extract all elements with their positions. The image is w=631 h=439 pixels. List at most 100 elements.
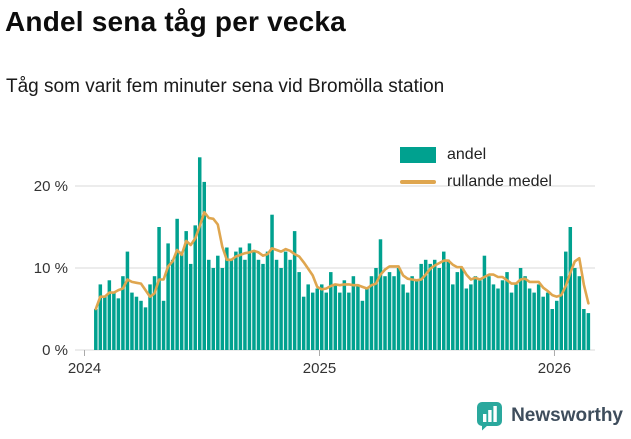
legend-line-swatch	[400, 180, 436, 184]
bar	[536, 284, 541, 350]
bar	[554, 300, 559, 350]
bar	[586, 313, 591, 350]
bar	[220, 268, 225, 350]
bar	[478, 280, 482, 350]
bar	[464, 288, 469, 350]
page-title: Andel sena tåg per vecka	[5, 6, 346, 37]
bar	[451, 284, 455, 350]
legend-label: andel	[447, 146, 487, 163]
bar	[292, 231, 297, 350]
bar	[356, 284, 360, 350]
legend-bar-swatch	[400, 147, 436, 163]
bar	[256, 259, 261, 350]
bar	[333, 284, 338, 350]
bar	[491, 284, 496, 350]
bar	[541, 296, 545, 350]
bar	[550, 309, 554, 350]
bar	[387, 272, 392, 350]
bar	[527, 288, 532, 350]
bar	[432, 259, 437, 350]
bar	[383, 276, 387, 350]
newsworthy-logo-icon	[477, 402, 503, 431]
bar	[179, 251, 184, 350]
bar	[247, 243, 252, 350]
bar	[396, 268, 401, 350]
bar	[505, 272, 509, 350]
bar	[518, 268, 523, 350]
bar	[455, 272, 460, 350]
bar	[202, 181, 206, 350]
bar	[197, 157, 202, 350]
bar	[265, 251, 270, 350]
rolling-mean-line	[94, 210, 590, 311]
bar	[315, 288, 319, 350]
bar	[116, 298, 121, 350]
legend-item-andel: andel	[400, 146, 552, 164]
bar	[329, 272, 333, 350]
bar	[297, 272, 301, 350]
bar	[545, 292, 550, 350]
bar	[324, 292, 329, 350]
bar	[365, 288, 369, 350]
bar	[130, 292, 134, 350]
bar	[469, 284, 473, 350]
bar	[374, 268, 378, 350]
legend-label: rullande medel	[447, 173, 552, 190]
bar	[229, 259, 234, 350]
bar	[207, 259, 211, 350]
page-subtitle: Tåg som varit fem minuter sena vid Bromö…	[6, 76, 445, 97]
bar	[166, 243, 170, 350]
bar	[301, 296, 306, 350]
bar	[175, 218, 179, 350]
bar	[442, 251, 446, 350]
bar	[460, 268, 464, 350]
bar	[559, 276, 563, 350]
bar	[347, 292, 351, 350]
bar	[211, 268, 216, 350]
bar	[125, 251, 130, 350]
bar	[564, 251, 568, 350]
bar	[139, 300, 143, 350]
x-axis-label: 2024	[68, 360, 101, 377]
newsworthy-brand: Newsworthy	[476, 401, 623, 431]
bar	[582, 309, 586, 350]
bar	[261, 263, 265, 350]
brand-name: Newsworthy	[511, 405, 623, 426]
bar	[306, 284, 310, 350]
bar	[568, 227, 573, 350]
bar	[573, 268, 577, 350]
bar	[320, 284, 324, 350]
bar	[157, 227, 161, 350]
bar	[428, 263, 432, 350]
bar	[577, 276, 582, 350]
bar	[225, 247, 229, 350]
bar	[310, 292, 315, 350]
y-axis-label: 20 %	[34, 178, 68, 195]
bar	[414, 280, 419, 350]
bar	[98, 284, 103, 350]
bar	[437, 268, 441, 350]
bar	[134, 296, 139, 350]
bar	[121, 276, 125, 350]
bar	[283, 251, 288, 350]
bar	[252, 251, 256, 350]
bar	[369, 276, 374, 350]
bar	[270, 214, 274, 350]
bar	[532, 292, 536, 350]
bar	[288, 259, 292, 350]
bar	[473, 276, 478, 350]
bar	[514, 284, 518, 350]
bar	[351, 276, 356, 350]
bar	[419, 263, 423, 350]
bar	[338, 292, 342, 350]
bar	[107, 280, 112, 350]
bar	[360, 300, 365, 350]
bar	[143, 307, 148, 350]
bar	[279, 268, 283, 350]
bar	[500, 280, 505, 350]
bar	[342, 280, 347, 350]
bar	[446, 259, 451, 350]
bar	[401, 284, 405, 350]
bar	[274, 259, 279, 350]
bar	[482, 255, 487, 350]
